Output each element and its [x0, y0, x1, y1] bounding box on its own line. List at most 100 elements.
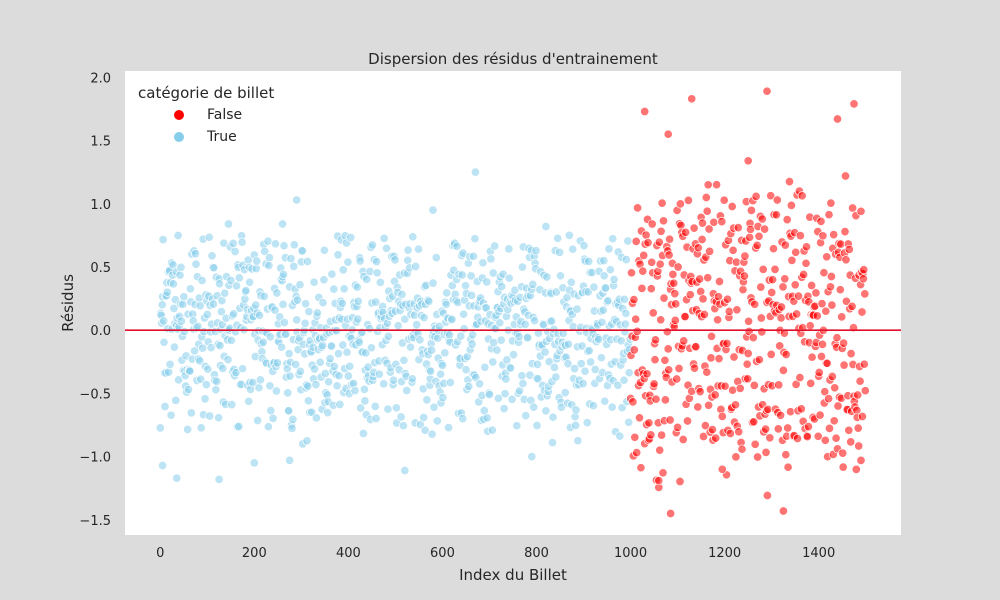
data-point-true [553, 233, 563, 243]
data-point-true [540, 347, 550, 357]
data-point-false [734, 427, 744, 437]
data-point-true [231, 281, 242, 291]
data-point-true [442, 288, 452, 298]
data-point-false [841, 296, 851, 306]
data-point-false [854, 441, 864, 451]
data-point-false [733, 223, 743, 233]
data-point-false [829, 230, 839, 240]
data-point-true [426, 366, 436, 376]
data-point-true [259, 291, 269, 301]
data-point-true [405, 342, 416, 352]
data-point-true [333, 349, 344, 359]
data-point-true [547, 438, 558, 448]
legend-label-false: False [207, 107, 242, 123]
data-point-false [767, 287, 777, 298]
data-point-true [397, 289, 407, 300]
data-point-true [528, 279, 538, 289]
data-point-false [711, 433, 721, 443]
data-point-false [782, 215, 792, 225]
data-point-false [717, 217, 727, 227]
data-point-true [212, 376, 222, 386]
data-point-true [270, 305, 280, 315]
data-point-true [317, 340, 328, 351]
data-point-false [628, 397, 638, 407]
data-point-false [693, 402, 703, 412]
data-point-true [168, 279, 178, 289]
data-point-false [824, 210, 834, 220]
data-point-true [441, 299, 451, 309]
data-point-false [765, 433, 775, 443]
data-point-true [577, 341, 587, 351]
data-point-false [672, 374, 682, 384]
data-point-false [740, 251, 750, 261]
data-point-false [629, 295, 639, 305]
data-point-false [839, 360, 849, 370]
data-point-true [289, 261, 299, 271]
data-point-true [599, 271, 609, 281]
data-point-true [176, 262, 186, 272]
data-point-true [456, 331, 466, 341]
data-point-false [732, 305, 742, 315]
data-point-true [278, 269, 289, 279]
data-point-false [655, 445, 665, 455]
data-point-false [638, 266, 648, 276]
data-point-false [756, 313, 766, 323]
data-point-true [436, 369, 446, 379]
data-point-false [757, 327, 767, 337]
data-point-true [159, 316, 169, 326]
data-point-true [214, 413, 224, 423]
data-point-false [851, 464, 861, 474]
data-point-false [799, 269, 809, 280]
data-point-true [285, 455, 295, 465]
data-point-false [807, 280, 817, 291]
data-point-false [783, 423, 793, 433]
data-point-true [589, 282, 599, 292]
data-point-false [758, 264, 768, 274]
data-point-true [412, 320, 422, 330]
data-point-true [230, 246, 240, 257]
data-point-false [790, 280, 800, 290]
data-point-true [429, 402, 439, 412]
data-point-false [647, 257, 657, 267]
y-tick-label: 2.0 [90, 71, 111, 86]
data-point-true [506, 363, 516, 373]
data-point-false [816, 216, 826, 226]
data-point-true [438, 393, 448, 403]
data-point-true [215, 341, 225, 351]
data-point-true [594, 334, 604, 345]
data-point-true [324, 377, 334, 387]
data-point-true [254, 310, 265, 320]
data-point-true [278, 219, 288, 229]
data-point-false [826, 271, 836, 282]
data-point-false [738, 285, 748, 295]
data-point-false [820, 387, 830, 397]
data-point-false [658, 468, 668, 478]
data-point-true [531, 246, 541, 256]
data-point-false [644, 418, 654, 428]
data-point-false [816, 351, 827, 362]
data-point-false [859, 359, 869, 369]
data-point-true [437, 360, 448, 370]
data-point-false [776, 313, 786, 323]
data-point-false [657, 198, 667, 208]
data-point-true [186, 408, 196, 418]
data-point-false [668, 269, 678, 279]
data-point-false [791, 247, 801, 257]
data-point-true [160, 401, 170, 412]
data-point-false [670, 289, 680, 299]
data-point-false [729, 352, 739, 362]
data-point-true [615, 431, 625, 441]
data-point-false [785, 407, 796, 417]
data-point-true [183, 424, 193, 435]
data-point-false [844, 244, 854, 254]
data-point-true [205, 411, 215, 421]
data-point-true [487, 425, 497, 435]
data-point-true [220, 288, 230, 298]
legend-marker-false [174, 110, 184, 120]
data-point-false [760, 224, 770, 234]
data-point-false [648, 308, 658, 318]
data-point-false [745, 232, 755, 242]
data-point-true [327, 269, 337, 279]
data-point-true [375, 277, 385, 287]
data-point-true [312, 308, 322, 318]
